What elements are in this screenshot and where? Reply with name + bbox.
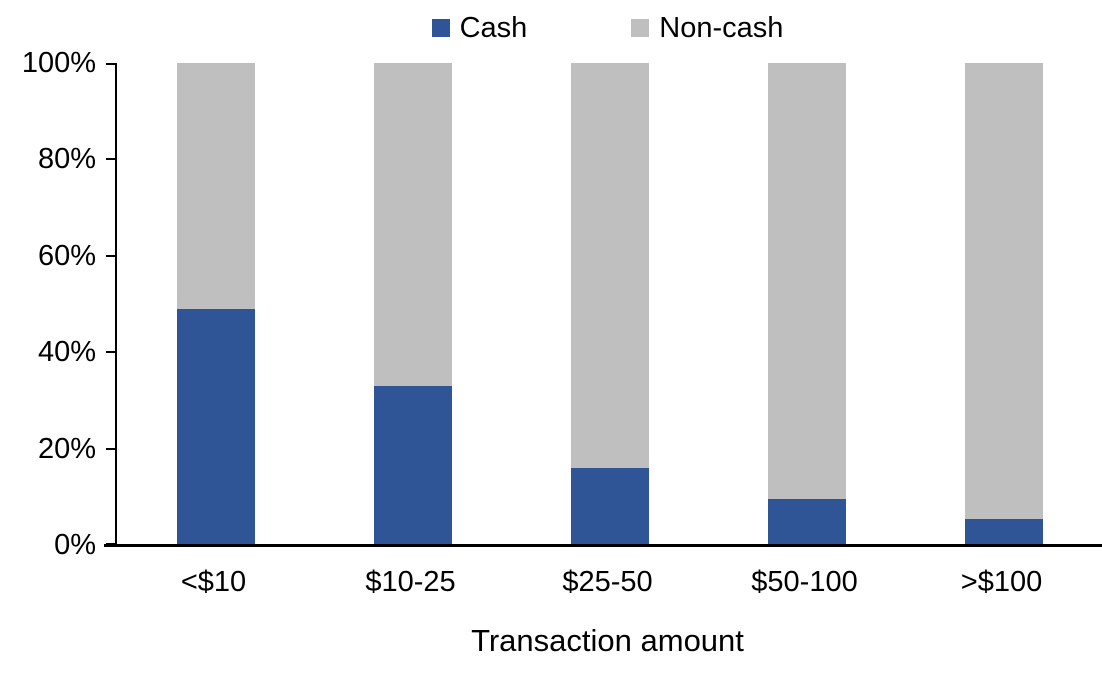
bar-slot	[708, 63, 905, 545]
y-axis-labels: 0% 20% 40% 60% 80% 100%	[0, 48, 96, 560]
x-tick-label: $50-100	[751, 566, 858, 598]
stacked-bar	[570, 63, 649, 545]
legend-label-noncash: Non-cash	[659, 12, 784, 44]
y-tick-label: 60%	[37, 239, 96, 272]
y-tick-mark	[106, 254, 115, 257]
bar-segment-cash	[373, 385, 452, 545]
y-tick-label: 20%	[37, 432, 96, 465]
bar-segment-cash	[570, 467, 649, 545]
stacked-bar	[964, 63, 1043, 545]
bar-segment-noncash	[767, 63, 846, 500]
x-tick-label: $25-50	[562, 566, 653, 598]
stacked-bar	[767, 63, 846, 545]
bar-segment-noncash	[373, 63, 452, 386]
bar-slot	[905, 63, 1102, 545]
bar-segment-cash	[767, 499, 846, 545]
legend-item-cash: Cash	[431, 10, 528, 46]
y-tick-label: 80%	[37, 143, 96, 176]
bar-segment-noncash	[570, 63, 649, 468]
legend-item-noncash: Non-cash	[631, 10, 783, 46]
y-tick-mark	[106, 63, 115, 65]
bar-segment-cash	[176, 308, 255, 545]
x-axis-line	[104, 544, 1102, 547]
y-tick-label: 100%	[21, 47, 96, 79]
y-tick-label: 0%	[54, 529, 96, 561]
x-axis-title: Transaction amount	[471, 623, 744, 658]
stacked-bar	[373, 63, 452, 545]
bar-slot	[117, 63, 314, 545]
x-tick-label: $10-25	[365, 566, 456, 598]
bar-segment-cash	[964, 518, 1043, 545]
y-tick-mark	[106, 351, 115, 354]
x-tick-label: <$10	[180, 566, 247, 598]
plot-area	[106, 63, 1102, 545]
stacked-bar	[176, 63, 255, 545]
bar-slot	[511, 63, 708, 545]
cash-swatch-icon	[431, 19, 450, 37]
x-axis-labels: <$10 $10-25 $25-50 $50-100 >$100	[115, 565, 1100, 599]
legend-label-cash: Cash	[459, 12, 528, 44]
y-tick-label: 40%	[37, 336, 96, 369]
bar-slot	[314, 63, 511, 545]
x-tick-label: >$100	[960, 566, 1043, 598]
bars-container	[117, 63, 1102, 545]
bar-segment-noncash	[964, 63, 1043, 519]
bar-segment-noncash	[176, 63, 255, 309]
y-tick-mark	[106, 447, 115, 450]
noncash-swatch-icon	[631, 19, 650, 37]
chart-legend: Cash Non-cash	[115, 10, 1100, 46]
y-tick-mark	[106, 158, 115, 161]
